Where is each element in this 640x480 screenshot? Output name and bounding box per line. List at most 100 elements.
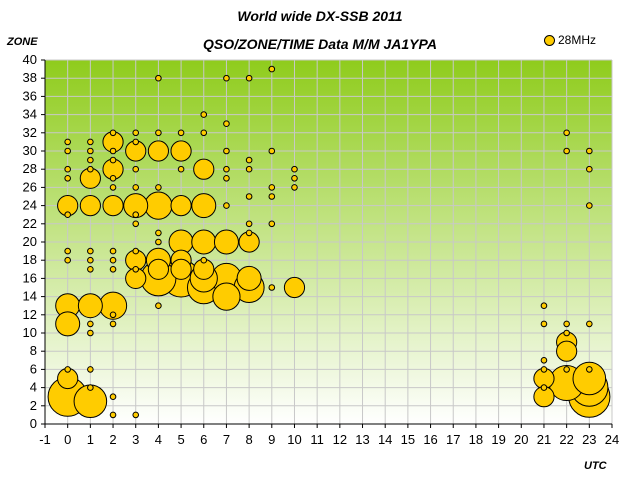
data-point <box>79 195 101 217</box>
data-point <box>223 74 230 82</box>
y-tick-label: 36 <box>23 88 37 103</box>
y-tick-label: 38 <box>23 70 37 85</box>
y-tick-label: 34 <box>23 107 37 122</box>
y-tick-label: 18 <box>23 252 37 267</box>
data-point <box>77 293 103 319</box>
data-point <box>64 138 71 146</box>
data-point <box>132 247 140 255</box>
y-tick-label: 30 <box>23 143 37 158</box>
x-tick-label: 18 <box>469 432 483 447</box>
data-point <box>64 366 71 373</box>
data-point <box>223 175 230 182</box>
data-point <box>291 184 298 191</box>
data-point <box>109 320 117 328</box>
legend-label: 28MHz <box>558 33 597 47</box>
data-point <box>109 247 117 255</box>
legend: 28MHz <box>544 33 596 47</box>
data-point <box>132 184 140 191</box>
data-point <box>144 191 173 220</box>
x-tick-label: 10 <box>287 432 301 447</box>
data-point <box>177 165 185 173</box>
y-tick-label: 10 <box>23 325 37 340</box>
y-tick-label: 26 <box>23 179 37 194</box>
data-point <box>87 366 94 373</box>
y-tick-label: 24 <box>23 198 37 213</box>
data-point <box>132 129 140 137</box>
x-tick-label: -1 <box>39 432 51 447</box>
y-tick-label: 40 <box>23 52 37 67</box>
y-tick-label: 16 <box>23 270 37 285</box>
x-tick-label: 23 <box>582 432 596 447</box>
x-tick-label: 4 <box>155 432 162 447</box>
data-point <box>64 247 71 255</box>
y-tick-label: 6 <box>30 361 37 376</box>
chart-subtitle: QSO/ZONE/TIME Data M/M JA1YPA <box>203 36 437 52</box>
axes <box>41 59 613 428</box>
y-tick-label: 4 <box>30 380 37 395</box>
data-point <box>109 129 117 137</box>
data-point <box>87 329 94 337</box>
data-point <box>64 211 71 218</box>
legend-marker-icon <box>544 34 555 46</box>
data-point <box>87 165 94 173</box>
data-point <box>193 158 215 180</box>
data-point <box>87 147 94 155</box>
data-point <box>563 329 570 337</box>
data-point <box>132 211 140 218</box>
tick-labels: -1 0 1 2 3 4 5 6 7 8 9 10 11 12 13 14 15 16 17 18 19 20 21 22 23… <box>23 52 620 447</box>
data-point <box>170 258 192 280</box>
data-point <box>200 111 208 118</box>
x-tick-label: 2 <box>109 432 116 447</box>
data-point <box>109 175 117 182</box>
x-tick-label: 19 <box>491 432 505 447</box>
data-point <box>155 302 162 310</box>
data-point <box>109 311 117 319</box>
data-point <box>155 229 162 237</box>
x-tick-label: 15 <box>401 432 415 447</box>
y-tick-label: 12 <box>23 307 37 322</box>
data-point <box>245 165 253 173</box>
data-point <box>109 266 117 273</box>
data-point <box>147 140 169 162</box>
data-point <box>109 411 117 419</box>
y-tick-label: 20 <box>23 234 37 249</box>
data-point <box>223 120 230 127</box>
y-tick-label: 8 <box>30 343 37 358</box>
data-point <box>245 156 253 164</box>
x-tick-label: 13 <box>355 432 369 447</box>
x-tick-label: 6 <box>200 432 207 447</box>
data-point <box>540 366 548 373</box>
data-point <box>177 129 185 137</box>
data-point <box>268 147 276 155</box>
data-point <box>586 147 593 155</box>
data-point <box>586 165 593 173</box>
data-point <box>102 195 124 217</box>
data-point <box>155 184 162 191</box>
data-point <box>268 184 276 191</box>
x-tick-label: 22 <box>559 432 573 447</box>
data-point <box>540 302 548 310</box>
x-tick-label: 20 <box>514 432 528 447</box>
data-point <box>170 140 192 162</box>
data-point <box>283 276 306 299</box>
data-point <box>563 147 570 155</box>
y-tick-label: 2 <box>30 398 37 413</box>
data-point <box>155 74 162 82</box>
data-point <box>109 393 117 401</box>
data-point <box>586 320 593 328</box>
y-tick-label: 22 <box>23 216 37 231</box>
data-point <box>213 229 239 255</box>
data-point <box>540 320 548 328</box>
data-point <box>540 357 548 364</box>
data-point <box>268 65 276 73</box>
x-tick-label: 12 <box>333 432 347 447</box>
chart-title: World wide DX-SSB 2011 <box>237 8 403 24</box>
data-points <box>47 65 611 419</box>
x-tick-label: 8 <box>246 432 253 447</box>
x-tick-label: 16 <box>423 432 437 447</box>
x-tick-label: 24 <box>605 432 619 447</box>
data-point <box>64 256 71 264</box>
data-point <box>236 265 262 291</box>
data-point <box>109 184 117 191</box>
